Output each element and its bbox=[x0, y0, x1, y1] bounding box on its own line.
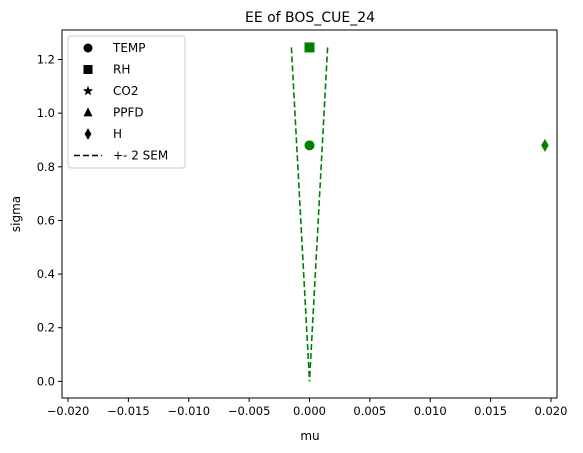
x-tick-label: 0.015 bbox=[474, 404, 507, 418]
y-tick-label: 1.0 bbox=[37, 106, 55, 120]
point-temp bbox=[304, 140, 315, 151]
axis-ticks: −0.020 −0.015 −0.010 −0.005 0.000 0.005 0.010 0… bbox=[37, 53, 568, 418]
legend: TEMP RH CO2 PPFD H +- 2 SEM bbox=[67, 35, 186, 169]
legend-marker-co2 bbox=[82, 85, 94, 96]
y-tick-label: 0.0 bbox=[37, 374, 55, 388]
sem-line-left bbox=[290, 47, 311, 382]
x-tick-label: −0.010 bbox=[167, 404, 210, 418]
x-tick-label: −0.005 bbox=[228, 404, 271, 418]
axes-frame bbox=[61, 29, 558, 399]
plot-area bbox=[290, 42, 549, 382]
x-tick-label: 0.020 bbox=[534, 404, 567, 418]
x-axis-label: mu bbox=[300, 429, 319, 443]
x-tick-label: 0.010 bbox=[414, 404, 447, 418]
chart-title: EE of BOS_CUE_24 bbox=[245, 10, 375, 26]
legend-label-h: H bbox=[113, 127, 122, 141]
point-h bbox=[541, 138, 549, 152]
point-rh bbox=[304, 42, 315, 53]
sem-line-right bbox=[308, 47, 329, 382]
y-tick-label: 0.2 bbox=[37, 321, 55, 335]
legend-box bbox=[67, 35, 186, 169]
x-tick-label: 0.005 bbox=[353, 404, 386, 418]
x-tick-label: −0.020 bbox=[47, 404, 90, 418]
legend-label-co2: CO2 bbox=[113, 84, 138, 98]
y-axis-label: sigma bbox=[9, 196, 23, 232]
y-tick-label: 0.8 bbox=[37, 160, 55, 174]
legend-marker-rh bbox=[83, 65, 93, 74]
legend-marker-temp bbox=[83, 43, 93, 53]
legend-label-sem: +- 2 SEM bbox=[113, 149, 168, 163]
x-tick-label: 0.000 bbox=[293, 404, 326, 418]
x-tick-label: −0.015 bbox=[107, 404, 150, 418]
legend-marker-h bbox=[84, 128, 92, 140]
legend-label-ppfd: PPFD bbox=[113, 106, 144, 120]
y-tick-label: 0.6 bbox=[37, 213, 55, 227]
legend-label-temp: TEMP bbox=[112, 41, 146, 55]
y-tick-label: 0.4 bbox=[37, 267, 55, 281]
legend-label-rh: RH bbox=[113, 63, 130, 77]
y-tick-label: 1.2 bbox=[37, 53, 55, 67]
legend-marker-ppfd bbox=[83, 107, 93, 117]
